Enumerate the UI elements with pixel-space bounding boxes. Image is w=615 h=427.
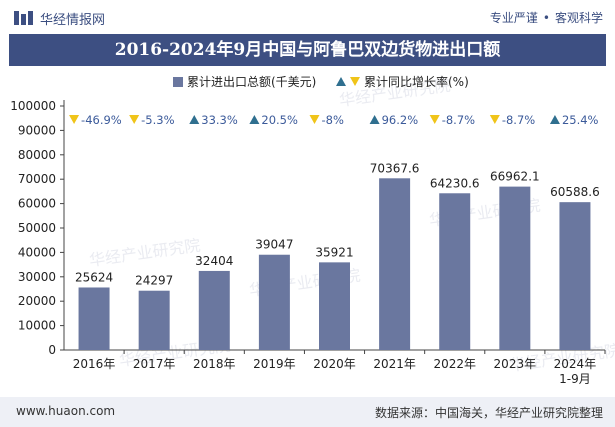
y-tick-label: 40000 [18, 245, 56, 259]
bar-value-label: 39047 [255, 238, 293, 252]
bar [198, 270, 230, 350]
bar-value-label: 35921 [315, 245, 353, 259]
rate-up-icon [249, 115, 260, 124]
brand-name: 华经情报网 [40, 13, 106, 28]
rate-down-icon [429, 115, 440, 124]
footer: www.huaon.com 数据来源：中国海关，华经产业研究院整理 [0, 397, 615, 427]
bar [78, 287, 110, 350]
x-tick-label: 2020年 [313, 357, 356, 371]
y-tick-label: 0 [48, 343, 56, 357]
rate-down-icon [309, 115, 320, 124]
tagline-dot: • [542, 11, 550, 25]
x-tick-label: 2024年 1-9月 [554, 357, 597, 386]
rate-label: 25.4% [562, 113, 599, 127]
rate-up-icon [549, 115, 560, 124]
x-tick-label: 2021年 [373, 357, 416, 371]
bar-chart: 华经产业研究院华经产业研究院华经产业研究院华经产业研究院华经产业研究院华经产业研… [10, 74, 615, 386]
rate-label: -8% [322, 113, 344, 127]
y-tick-label: 30000 [18, 270, 56, 284]
rate-label: 20.5% [261, 113, 298, 127]
legend-triangle-up-icon [336, 77, 346, 86]
x-tick-label: 2016年 [73, 357, 116, 371]
rate-label: -5.3% [141, 113, 174, 127]
y-tick-label: 80000 [18, 148, 56, 162]
x-tick-label: 2018年 [193, 357, 236, 371]
y-tick-label: 10000 [18, 319, 56, 333]
legend-triangle-down-icon [350, 77, 360, 86]
rate-down-icon [69, 115, 80, 124]
rate-label: 33.3% [201, 113, 238, 127]
bar [439, 193, 471, 350]
logo-icon [14, 11, 33, 25]
bar-value-label: 24297 [135, 274, 173, 288]
footer-source: 数据来源：中国海关，华经产业研究院整理 [374, 406, 603, 420]
x-tick-label: 2019年 [253, 357, 296, 371]
y-tick-label: 60000 [18, 197, 56, 211]
x-tick-label: 2023年 [494, 357, 537, 371]
rate-up-icon [369, 115, 380, 124]
rate-label: -46.9% [81, 113, 122, 127]
bar-value-label: 64230.6 [430, 176, 480, 190]
bar [258, 254, 290, 350]
y-tick-label: 100000 [10, 99, 56, 113]
bar-value-label: 66962.1 [490, 170, 540, 184]
legend-label-bar: 累计进出口总额(千美元) [187, 75, 316, 89]
tagline-right: 客观科学 [554, 11, 603, 25]
rate-up-icon [189, 115, 200, 124]
rate-label: 96.2% [382, 113, 419, 127]
y-tick-label: 90000 [18, 123, 56, 137]
rate-down-icon [129, 115, 140, 124]
chart-title: 2016-2024年9月中国与阿鲁巴双边货物进出口额 [9, 34, 606, 66]
x-tick-label: 2017年 [133, 357, 176, 371]
y-tick-label: 20000 [18, 294, 56, 308]
bar-value-label: 70367.6 [370, 161, 420, 175]
bar [559, 202, 591, 350]
tagline: 专业严谨 • 客观科学 [490, 9, 603, 26]
legend-label-rate: 累计同比增长率(%) [364, 74, 469, 89]
x-tick-label: 2022年 [433, 357, 476, 371]
bar [499, 186, 531, 350]
watermark-text: 华经产业研究院 [88, 236, 202, 270]
bar-value-label: 25624 [75, 270, 113, 284]
legend-swatch-bar [173, 77, 183, 87]
rate-down-icon [489, 115, 500, 124]
bar [319, 262, 350, 350]
top-bar: 华经情报网 专业严谨 • 客观科学 [0, 0, 615, 34]
footer-url: www.huaon.com [16, 404, 116, 418]
bar-value-label: 60588.6 [550, 185, 600, 199]
rate-label: -8.7% [442, 113, 475, 127]
bar [379, 178, 411, 350]
tagline-left: 专业严谨 [489, 11, 538, 25]
bar [138, 290, 170, 350]
y-tick-label: 70000 [18, 172, 56, 186]
rate-label: -8.7% [502, 113, 535, 127]
bar-value-label: 32404 [195, 254, 233, 268]
y-tick-label: 50000 [18, 221, 56, 235]
